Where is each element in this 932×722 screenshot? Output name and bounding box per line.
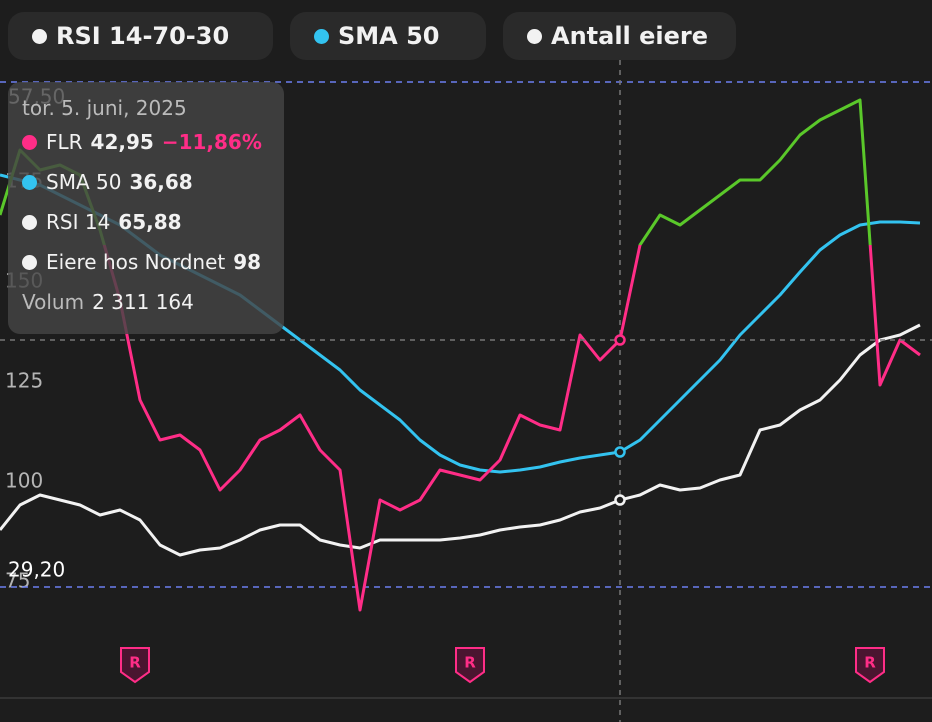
row-value: 42,95 <box>90 130 154 154</box>
volume-label: Volum <box>22 290 85 314</box>
hover-point <box>614 334 626 346</box>
toggle-label[interactable]: RSI 14-70-30 <box>56 22 230 50</box>
row-name: SMA 50 <box>46 170 122 194</box>
marker-label: R <box>129 654 141 672</box>
marker-badge <box>855 647 885 684</box>
row-name: RSI 14 <box>46 210 111 234</box>
reference-label: 29,20 <box>8 558 65 582</box>
tooltip-row: Volum 2 311 164 <box>22 282 270 322</box>
line <box>0 323 921 557</box>
toggle-label[interactable]: SMA 50 <box>338 22 440 50</box>
row-dot <box>22 134 37 150</box>
report-marker: R <box>855 647 885 684</box>
tooltip-row: SMA 50 36,68 <box>22 162 270 202</box>
toggle-sma[interactable]: SMA 50 <box>290 12 486 60</box>
tooltip-row: Eiere hos Nordnet 98 <box>22 242 270 282</box>
report-marker: R <box>455 647 485 684</box>
volume-value: 2 311 164 <box>92 290 194 314</box>
toggle-dot <box>32 28 47 44</box>
tooltip-row: FLR 42,95 −11,86% <box>22 122 270 162</box>
row-dot <box>22 254 37 270</box>
tooltip-row: RSI 14 65,88 <box>22 202 270 242</box>
marker-label: R <box>864 654 876 672</box>
toggle-dot <box>314 28 329 44</box>
row-dot <box>22 174 37 190</box>
line-below <box>102 245 921 612</box>
row-value: 98 <box>233 250 262 274</box>
y-tick-label: 75 <box>5 569 30 593</box>
row-change: −11,86% <box>161 130 262 154</box>
row-name: Eiere hos Nordnet <box>46 250 226 274</box>
y-tick-label: 100 <box>5 469 43 493</box>
toggle-label[interactable]: Antall eiere <box>551 22 709 50</box>
row-value: 36,68 <box>129 170 193 194</box>
toggle-rsi[interactable]: RSI 14-70-30 <box>8 12 273 60</box>
tooltip-date: tor. 5. juni, 2025 <box>22 96 187 120</box>
toggle-dot <box>527 28 542 44</box>
toggle-owners[interactable]: Antall eiere <box>503 12 736 60</box>
report-marker: R <box>120 647 150 684</box>
row-value: 65,88 <box>118 210 182 234</box>
row-name: FLR <box>46 130 83 154</box>
marker-badge <box>120 647 150 684</box>
line-above <box>0 98 872 245</box>
marker-badge <box>455 647 485 684</box>
hover-point <box>614 494 626 506</box>
row-dot <box>22 214 37 230</box>
tooltip: tor. 5. juni, 2025 FLR 42,95 −11,86% SMA 5… <box>8 82 284 334</box>
hover-point <box>614 446 626 458</box>
marker-label: R <box>464 654 476 672</box>
y-tick-label: 125 <box>5 369 43 393</box>
